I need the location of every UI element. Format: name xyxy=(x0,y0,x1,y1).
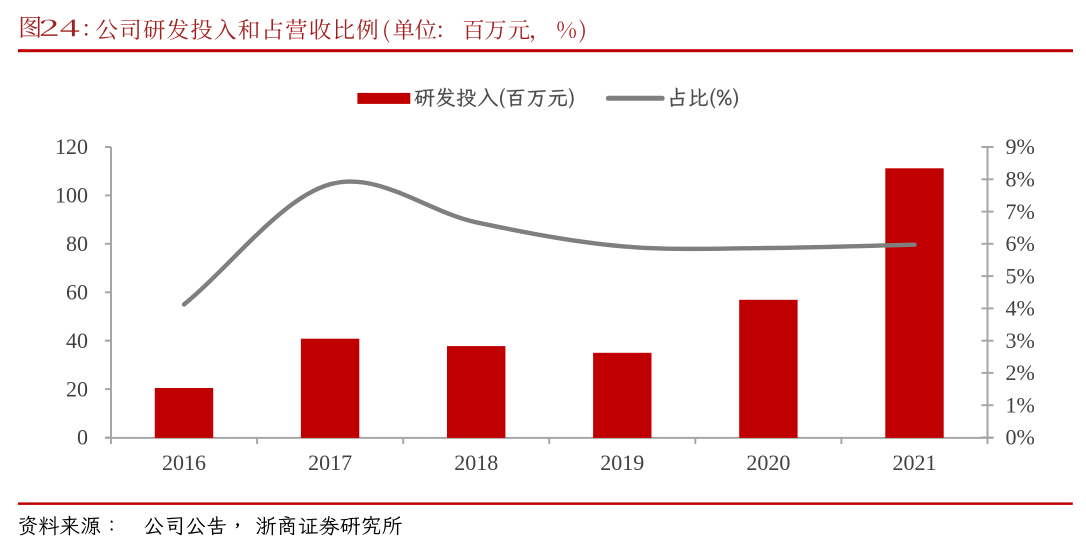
svg-text:2016: 2016 xyxy=(162,450,206,475)
svg-text:120: 120 xyxy=(55,134,88,159)
svg-text:3%: 3% xyxy=(1006,328,1035,353)
svg-text:0: 0 xyxy=(77,425,88,450)
svg-text:5%: 5% xyxy=(1006,263,1035,288)
svg-text:2019: 2019 xyxy=(600,450,644,475)
svg-text:4%: 4% xyxy=(1006,296,1035,321)
svg-text:80: 80 xyxy=(66,231,88,256)
svg-text:2017: 2017 xyxy=(308,450,352,475)
svg-text:40: 40 xyxy=(66,328,88,353)
svg-text:2021: 2021 xyxy=(893,450,937,475)
svg-text:6%: 6% xyxy=(1006,231,1035,256)
svg-text:20: 20 xyxy=(66,376,88,401)
svg-text:8%: 8% xyxy=(1006,167,1035,192)
svg-text:2018: 2018 xyxy=(454,450,498,475)
svg-text:0%: 0% xyxy=(1006,425,1035,450)
svg-text:60: 60 xyxy=(66,280,88,305)
svg-text:2020: 2020 xyxy=(746,450,790,475)
svg-text:1%: 1% xyxy=(1006,392,1035,417)
svg-text:2%: 2% xyxy=(1006,360,1035,385)
svg-text:9%: 9% xyxy=(1006,134,1035,159)
svg-text:7%: 7% xyxy=(1006,199,1035,224)
svg-text:100: 100 xyxy=(55,183,88,208)
